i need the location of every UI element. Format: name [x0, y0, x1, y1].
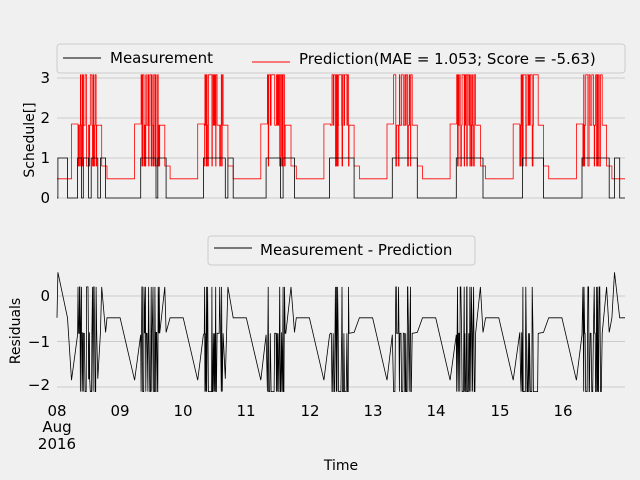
x-tick-label: 12 — [300, 402, 319, 420]
schedule-legend: Measurement Prediction(MAE = 1.053; Scor… — [56, 43, 626, 74]
residuals-y-axis-label: Residuals — [8, 298, 24, 364]
y-tick-label: 3 — [40, 69, 50, 87]
residual-line — [56, 272, 625, 393]
residuals-y-ticks: −2 −1 0 — [28, 287, 50, 394]
x-tick-label: 16 — [553, 402, 572, 420]
schedule-panel: 0 1 2 3 Schedule[] Measurement Predictio… — [22, 43, 626, 207]
legend-prediction-label: Prediction(MAE = 1.053; Score = -5.63) — [299, 50, 596, 68]
x-ticks: 08 09 10 11 12 13 14 15 16 Aug 2016 — [38, 402, 573, 453]
legend-measurement-label: Measurement — [110, 49, 213, 67]
schedule-y-axis-label: Schedule[] — [22, 102, 38, 177]
x-tick-label: 15 — [490, 402, 509, 420]
x-tick-label: 09 — [110, 402, 129, 420]
schedule-y-ticks: 0 1 2 3 — [40, 69, 50, 207]
y-tick-label: 2 — [40, 109, 50, 127]
measurement-line — [57, 157, 625, 199]
schedule-legend-box — [56, 43, 626, 74]
y-tick-label: −2 — [28, 376, 50, 394]
y-tick-label: 1 — [40, 149, 50, 167]
residuals-series — [56, 272, 625, 393]
legend-residual-label: Measurement - Prediction — [260, 241, 452, 259]
x-axis-label: Time — [323, 458, 358, 474]
y-tick-label: −1 — [28, 333, 50, 351]
schedule-series — [57, 74, 625, 199]
x-tick-label: 13 — [363, 402, 382, 420]
x-tick-label: 10 — [173, 402, 192, 420]
prediction-line — [57, 74, 625, 180]
x-tick-month: Aug — [42, 418, 71, 436]
y-tick-label: 0 — [40, 189, 50, 207]
x-tick-label: 14 — [426, 402, 445, 420]
residuals-legend: Measurement - Prediction — [207, 235, 476, 266]
x-tick-label: 11 — [236, 402, 255, 420]
x-tick-label: 08 — [47, 402, 66, 420]
y-tick-label: 0 — [40, 287, 50, 305]
residuals-legend-box — [207, 235, 476, 266]
x-tick-year: 2016 — [38, 435, 76, 453]
residuals-panel: −2 −1 0 Residuals Measurement - Predicti… — [8, 235, 625, 474]
